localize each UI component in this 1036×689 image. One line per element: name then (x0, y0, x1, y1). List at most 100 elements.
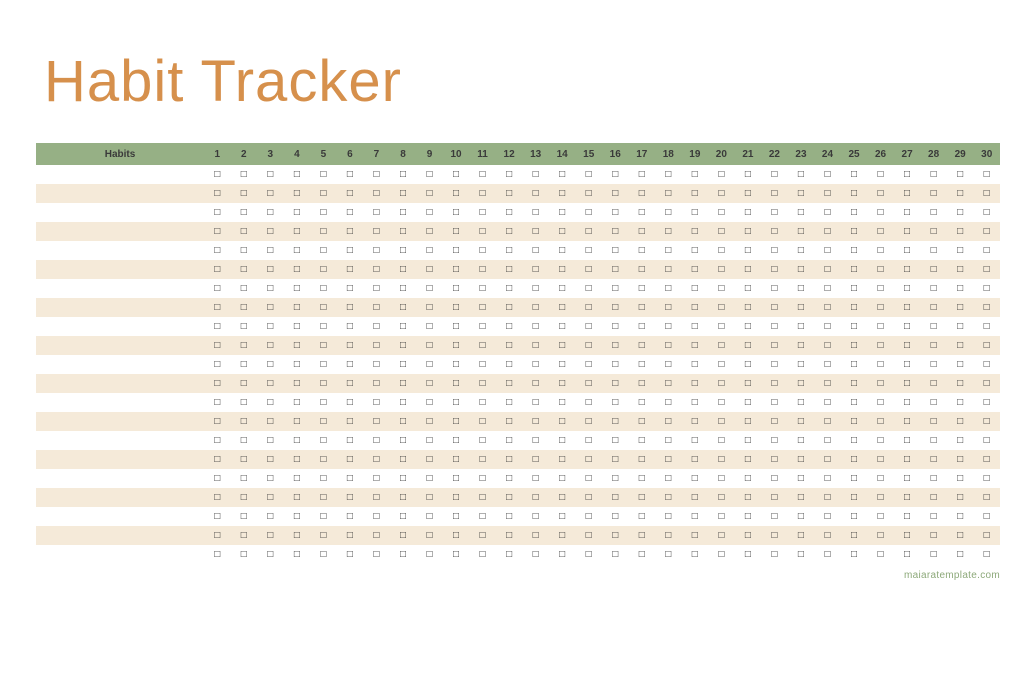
habit-day-cell[interactable]: □ (735, 184, 762, 203)
habit-day-cell[interactable]: □ (257, 545, 284, 564)
habit-day-cell[interactable]: □ (655, 241, 682, 260)
habit-day-cell[interactable]: □ (443, 488, 470, 507)
habit-day-cell[interactable]: □ (894, 203, 921, 222)
habit-day-cell[interactable]: □ (575, 222, 602, 241)
habit-day-cell[interactable]: □ (708, 241, 735, 260)
habit-day-cell[interactable]: □ (231, 393, 258, 412)
habit-day-cell[interactable]: □ (310, 222, 337, 241)
habit-day-cell[interactable]: □ (549, 469, 576, 488)
habit-day-cell[interactable]: □ (257, 374, 284, 393)
habit-day-cell[interactable]: □ (549, 393, 576, 412)
habit-day-cell[interactable]: □ (602, 279, 629, 298)
habit-day-cell[interactable]: □ (920, 222, 947, 241)
habit-day-cell[interactable]: □ (655, 526, 682, 545)
habit-day-cell[interactable]: □ (204, 241, 231, 260)
habit-day-cell[interactable]: □ (337, 222, 364, 241)
habit-day-cell[interactable]: □ (682, 279, 709, 298)
habit-day-cell[interactable]: □ (575, 545, 602, 564)
habit-day-cell[interactable]: □ (655, 222, 682, 241)
habit-day-cell[interactable]: □ (788, 431, 815, 450)
habit-day-cell[interactable]: □ (363, 317, 390, 336)
habit-day-cell[interactable]: □ (841, 374, 868, 393)
habit-day-cell[interactable]: □ (814, 241, 841, 260)
habit-day-cell[interactable]: □ (284, 431, 311, 450)
habit-day-cell[interactable]: □ (947, 469, 974, 488)
habit-day-cell[interactable]: □ (443, 469, 470, 488)
habit-day-cell[interactable]: □ (735, 488, 762, 507)
habit-day-cell[interactable]: □ (549, 317, 576, 336)
habit-day-cell[interactable]: □ (469, 450, 496, 469)
habit-day-cell[interactable]: □ (947, 431, 974, 450)
habit-day-cell[interactable]: □ (814, 165, 841, 184)
habit-day-cell[interactable]: □ (788, 374, 815, 393)
habit-day-cell[interactable]: □ (867, 469, 894, 488)
habit-day-cell[interactable]: □ (788, 336, 815, 355)
habit-day-cell[interactable]: □ (761, 203, 788, 222)
habit-day-cell[interactable]: □ (496, 469, 523, 488)
habit-day-cell[interactable]: □ (443, 450, 470, 469)
habit-day-cell[interactable]: □ (920, 336, 947, 355)
habit-day-cell[interactable]: □ (602, 184, 629, 203)
habit-day-cell[interactable]: □ (761, 526, 788, 545)
habit-day-cell[interactable]: □ (549, 431, 576, 450)
habit-day-cell[interactable]: □ (655, 184, 682, 203)
habit-day-cell[interactable]: □ (443, 317, 470, 336)
habit-day-cell[interactable]: □ (629, 526, 656, 545)
habit-day-cell[interactable]: □ (204, 355, 231, 374)
habit-day-cell[interactable]: □ (655, 355, 682, 374)
habit-day-cell[interactable]: □ (682, 184, 709, 203)
habit-day-cell[interactable]: □ (390, 374, 417, 393)
habit-name-cell[interactable] (36, 317, 204, 336)
habit-day-cell[interactable]: □ (363, 526, 390, 545)
habit-day-cell[interactable]: □ (416, 393, 443, 412)
habit-day-cell[interactable]: □ (920, 412, 947, 431)
habit-day-cell[interactable]: □ (867, 545, 894, 564)
habit-day-cell[interactable]: □ (735, 336, 762, 355)
habit-day-cell[interactable]: □ (655, 450, 682, 469)
habit-day-cell[interactable]: □ (469, 317, 496, 336)
habit-day-cell[interactable]: □ (735, 412, 762, 431)
habit-day-cell[interactable]: □ (682, 260, 709, 279)
habit-day-cell[interactable]: □ (708, 355, 735, 374)
habit-day-cell[interactable]: □ (496, 298, 523, 317)
habit-day-cell[interactable]: □ (337, 203, 364, 222)
habit-day-cell[interactable]: □ (310, 165, 337, 184)
habit-day-cell[interactable]: □ (522, 298, 549, 317)
habit-day-cell[interactable]: □ (708, 184, 735, 203)
habit-day-cell[interactable]: □ (920, 241, 947, 260)
habit-day-cell[interactable]: □ (761, 260, 788, 279)
habit-day-cell[interactable]: □ (337, 469, 364, 488)
habit-day-cell[interactable]: □ (708, 317, 735, 336)
habit-day-cell[interactable]: □ (363, 412, 390, 431)
habit-day-cell[interactable]: □ (894, 393, 921, 412)
habit-day-cell[interactable]: □ (867, 526, 894, 545)
habit-day-cell[interactable]: □ (390, 393, 417, 412)
habit-day-cell[interactable]: □ (549, 336, 576, 355)
habit-day-cell[interactable]: □ (894, 298, 921, 317)
habit-day-cell[interactable]: □ (867, 184, 894, 203)
habit-day-cell[interactable]: □ (708, 279, 735, 298)
habit-day-cell[interactable]: □ (575, 203, 602, 222)
habit-day-cell[interactable]: □ (231, 355, 258, 374)
habit-day-cell[interactable]: □ (416, 507, 443, 526)
habit-day-cell[interactable]: □ (894, 507, 921, 526)
habit-day-cell[interactable]: □ (682, 431, 709, 450)
habit-day-cell[interactable]: □ (735, 165, 762, 184)
habit-day-cell[interactable]: □ (549, 545, 576, 564)
habit-day-cell[interactable]: □ (920, 526, 947, 545)
habit-day-cell[interactable]: □ (575, 526, 602, 545)
habit-day-cell[interactable]: □ (894, 412, 921, 431)
habit-name-cell[interactable] (36, 298, 204, 317)
habit-day-cell[interactable]: □ (575, 241, 602, 260)
habit-day-cell[interactable]: □ (947, 355, 974, 374)
habit-day-cell[interactable]: □ (947, 279, 974, 298)
habit-day-cell[interactable]: □ (443, 222, 470, 241)
habit-name-cell[interactable] (36, 241, 204, 260)
habit-day-cell[interactable]: □ (814, 184, 841, 203)
habit-day-cell[interactable]: □ (416, 412, 443, 431)
habit-day-cell[interactable]: □ (231, 469, 258, 488)
habit-day-cell[interactable]: □ (469, 526, 496, 545)
habit-day-cell[interactable]: □ (841, 469, 868, 488)
habit-day-cell[interactable]: □ (761, 393, 788, 412)
habit-day-cell[interactable]: □ (841, 488, 868, 507)
